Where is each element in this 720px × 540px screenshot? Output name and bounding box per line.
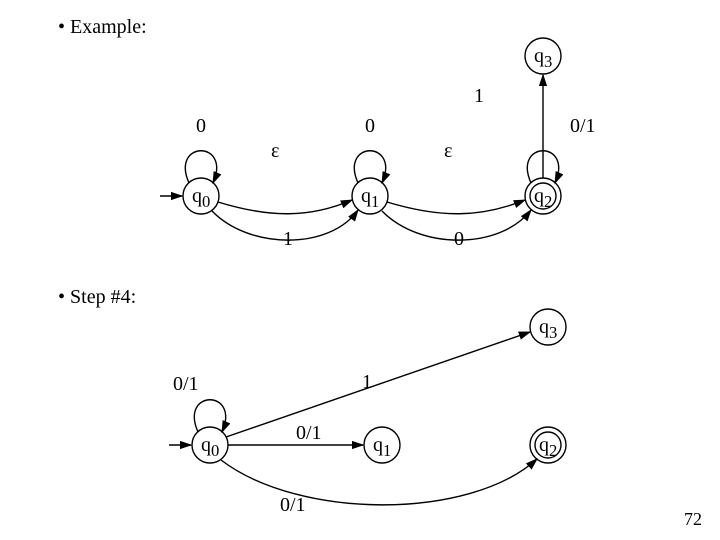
d2-q0q3 <box>226 332 530 437</box>
d1-bottom1-label: 1 <box>283 228 293 251</box>
d1-q2-label: q2 <box>534 185 552 212</box>
d2-q0-label: q0 <box>201 434 219 461</box>
d2-q0q2 <box>221 459 537 505</box>
d1-eps-q0q1 <box>218 200 352 214</box>
d1-q0-label: q0 <box>192 185 210 212</box>
d2-q2-label: q2 <box>539 434 557 461</box>
d1-eps1-label: ε <box>271 140 279 163</box>
page-number: 72 <box>684 509 702 530</box>
d1-q2q3-label: 1 <box>474 85 484 108</box>
d1-q1-loop-label: 0 <box>365 115 375 138</box>
d1-q1-label: q1 <box>361 185 379 212</box>
d1-bottom2-label: 0 <box>454 228 464 251</box>
d2-q1-label: q1 <box>373 434 391 461</box>
diagram-svg <box>0 0 720 540</box>
d2-q0q1-label: 0/1 <box>296 422 322 445</box>
d1-eps-q1q2 <box>387 200 525 214</box>
d1-q3-label: q3 <box>534 45 552 72</box>
d1-eps2-label: ε <box>444 140 452 163</box>
slide: Example: Step #4: <box>0 0 720 540</box>
d1-q2-loop-label: 0/1 <box>570 115 596 138</box>
d2-q3-label: q3 <box>539 316 557 343</box>
d2-q0q3-label: 1 <box>362 371 372 394</box>
d1-q0-loop-label: 0 <box>196 115 206 138</box>
d2-q0q2-label: 0/1 <box>280 494 306 517</box>
d2-q0-loop-label: 0/1 <box>173 373 199 396</box>
